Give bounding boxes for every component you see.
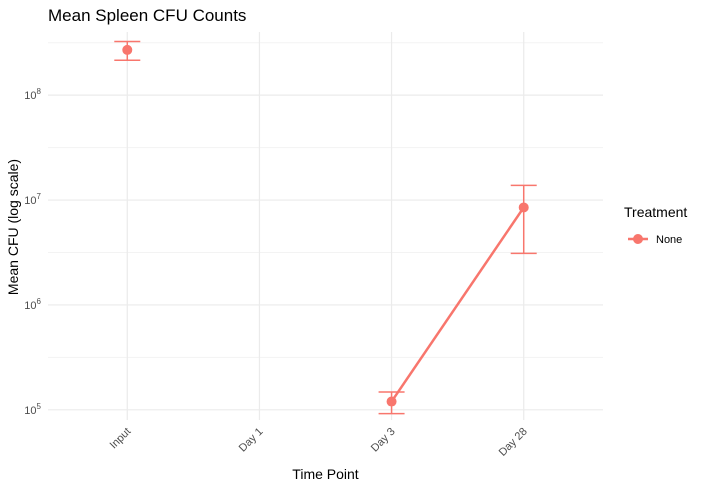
x-axis-ticks: Input Day 1 Day 3 Day 28 [108, 426, 530, 459]
y-tick-label: 105 [24, 402, 41, 417]
grid [48, 32, 603, 420]
y-tick-label: 106 [24, 297, 41, 312]
x-tick-label: Day 1 [237, 426, 266, 455]
series-line [390, 206, 525, 403]
x-tick-label: Day 3 [369, 426, 398, 455]
legend: Treatment None [624, 204, 687, 246]
data-point [386, 396, 397, 407]
x-tick-label: Input [108, 426, 134, 452]
plot-marks [114, 40, 537, 415]
legend-title: Treatment [624, 204, 687, 220]
y-tick-label: 108 [24, 87, 41, 102]
data-point [122, 44, 133, 55]
legend-label: None [656, 234, 682, 246]
y-tick-label: 107 [24, 192, 41, 207]
y-axis-ticks: 105 106 107 108 [24, 87, 41, 417]
chart-title: Mean Spleen CFU Counts [48, 6, 246, 25]
legend-key [628, 234, 648, 244]
x-tick-label: Day 28 [497, 426, 530, 459]
x-axis-title: Time Point [292, 466, 359, 482]
y-axis-title: Mean CFU (log scale) [5, 159, 21, 295]
error-bar [510, 184, 537, 255]
data-point [518, 202, 529, 213]
